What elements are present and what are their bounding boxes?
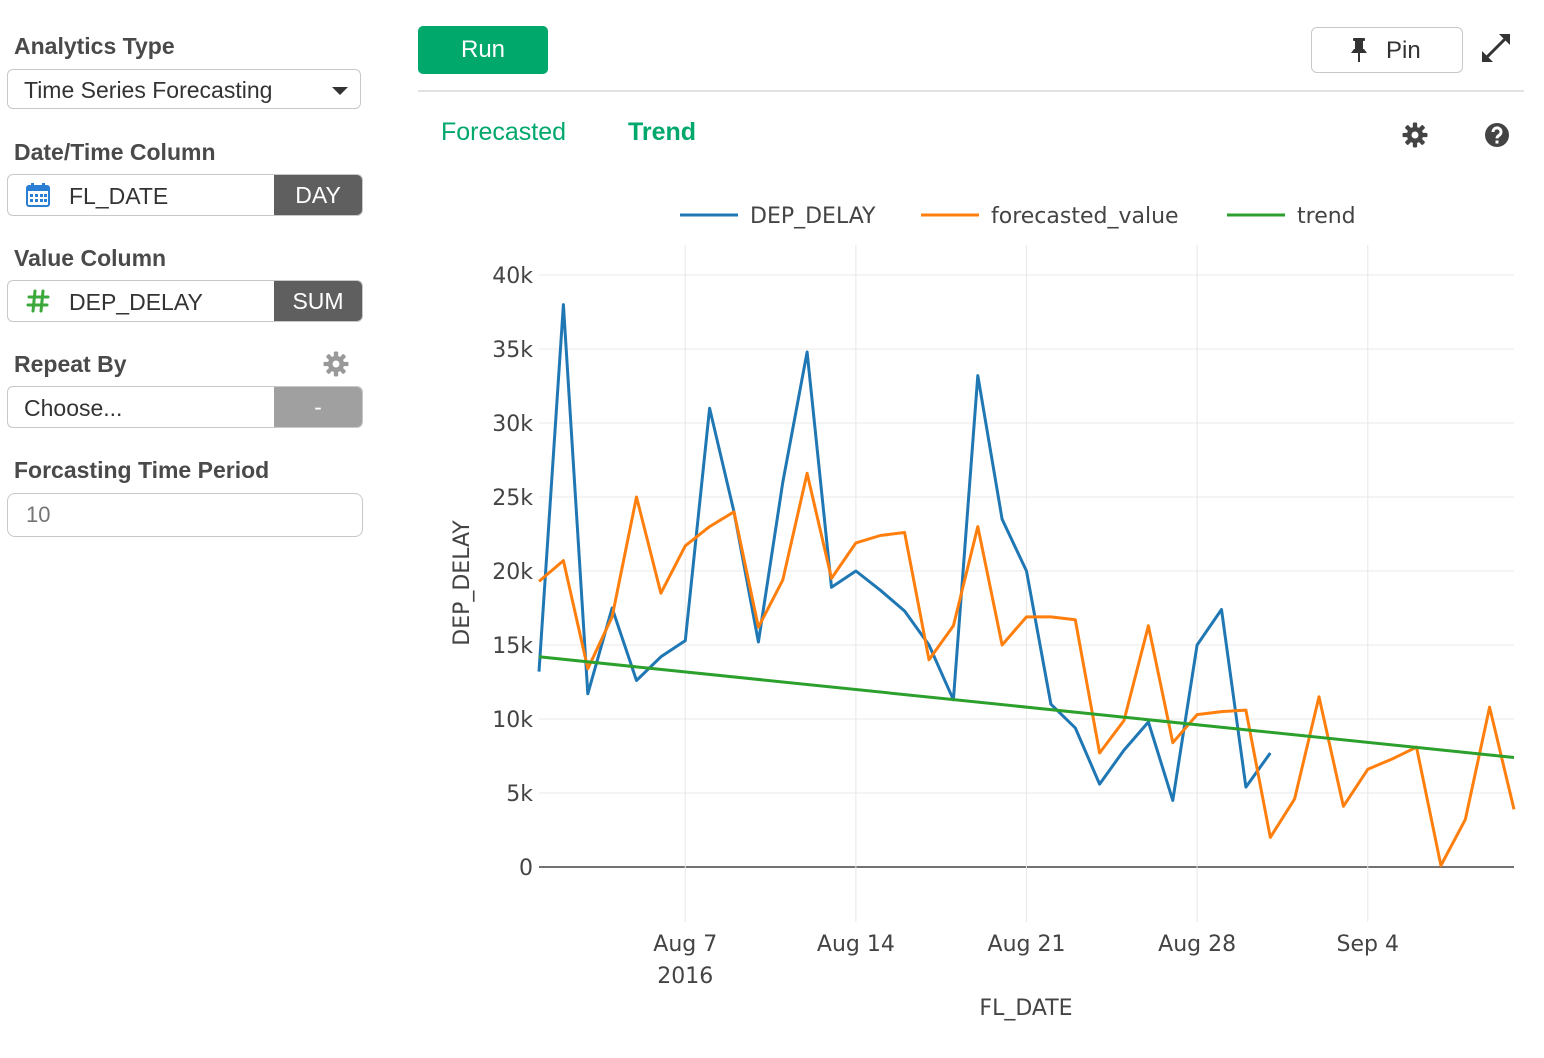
y-tick-label: 40k <box>492 264 533 289</box>
chevron-down-icon <box>332 87 348 95</box>
repeat-by-aggregation-button[interactable]: - <box>274 387 362 427</box>
forecast-period-input[interactable] <box>7 493 363 537</box>
y-tick-label: 5k <box>506 782 533 807</box>
value-column-value: DEP_DELAY <box>69 289 203 315</box>
legend: DEP_DELAY forecasted_value trend <box>680 204 1356 229</box>
x-tick-sublabel: 2016 <box>657 964 713 989</box>
tab-trend[interactable]: Trend <box>628 118 697 146</box>
analytics-type-value: Time Series Forecasting <box>24 77 273 103</box>
run-button[interactable]: Run <box>418 26 548 74</box>
y-tick-label: 35k <box>492 338 533 363</box>
hash-icon <box>26 289 50 313</box>
y-tick-label: 15k <box>492 634 533 659</box>
x-tick-label: Sep 4 <box>1337 932 1399 957</box>
pin-button[interactable]: Pin <box>1311 27 1463 73</box>
forecast-period-label: Forcasting Time Period <box>14 457 270 483</box>
y-tick-label: 30k <box>492 412 533 437</box>
repeat-by-label: Repeat By <box>14 351 127 377</box>
value-aggregation-button[interactable]: SUM <box>274 281 362 321</box>
value-column-field[interactable]: DEP_DELAY SUM <box>7 280 363 322</box>
repeat-by-field[interactable]: Choose... - <box>7 386 363 428</box>
series-line-DEP_DELAY <box>537 303 1272 802</box>
grid <box>539 245 1514 922</box>
x-tick-label: Aug 14 <box>817 932 895 957</box>
y-axis-title: DEP_DELAY <box>450 520 475 646</box>
series-line-trend <box>538 655 1515 759</box>
expand-icon[interactable] <box>1482 34 1510 62</box>
chart-settings-gear-icon[interactable] <box>1402 122 1428 148</box>
sidebar: Analytics Type Time Series Forecasting D… <box>0 0 380 1058</box>
datetime-column-value: FL_DATE <box>69 183 169 209</box>
x-tick-label: Aug 28 <box>1158 932 1236 957</box>
series <box>537 303 1516 867</box>
tab-forecasted[interactable]: Forecasted <box>441 118 567 146</box>
x-axis-title: FL_DATE <box>979 996 1072 1021</box>
y-axis: 0 5k 10k 15k 20k 25k 30k 35k 40k <box>492 264 533 881</box>
repeat-by-value: Choose... <box>24 395 123 421</box>
y-tick-label: 10k <box>492 708 533 733</box>
datetime-column-field[interactable]: FL_DATE DAY <box>7 174 363 216</box>
x-tick-label: Aug 7 <box>653 932 717 957</box>
x-tick-label: Aug 21 <box>988 932 1066 957</box>
help-icon[interactable] <box>1484 122 1510 148</box>
legend-label: DEP_DELAY <box>750 204 876 229</box>
x-axis: Aug 7 2016 Aug 14 Aug 21 Aug 28 Sep 4 <box>653 932 1399 989</box>
gear-icon[interactable] <box>323 351 349 377</box>
legend-label: forecasted_value <box>991 204 1179 229</box>
analytics-type-select[interactable]: Time Series Forecasting <box>7 69 361 109</box>
series-line-forecasted_value <box>538 471 1516 867</box>
pin-icon <box>1351 38 1367 62</box>
datetime-column-label: Date/Time Column <box>14 139 216 165</box>
analytics-type-label: Analytics Type <box>14 33 175 59</box>
y-tick-label: 0 <box>519 856 533 881</box>
legend-label: trend <box>1297 204 1356 229</box>
datetime-aggregation-button[interactable]: DAY <box>274 175 362 215</box>
y-tick-label: 25k <box>492 486 533 511</box>
pin-label: Pin <box>1386 37 1421 64</box>
calendar-icon <box>26 183 50 207</box>
value-column-label: Value Column <box>14 245 167 271</box>
y-tick-label: 20k <box>492 560 533 585</box>
divider <box>418 90 1524 92</box>
